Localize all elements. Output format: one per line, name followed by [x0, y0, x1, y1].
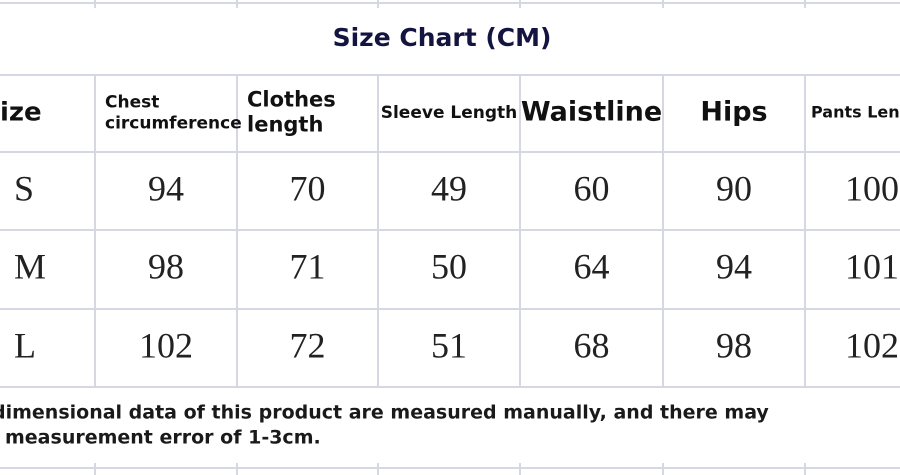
table-cell: 98 — [148, 246, 184, 286]
title: Size Chart (CM) — [333, 23, 552, 52]
table-cell: M — [14, 246, 46, 286]
table-cell: L — [14, 325, 36, 365]
header-cell: circumference — [105, 114, 242, 134]
header-cell: Waistline — [521, 97, 662, 128]
table-cell: 101 — [845, 246, 899, 286]
table-cell: 64 — [574, 246, 610, 286]
header-cell: Chest — [105, 93, 159, 113]
table-cell: 90 — [716, 168, 752, 208]
header-cell: Sleeve Length — [381, 103, 518, 123]
table-cell: 100 — [845, 168, 899, 208]
header-cell: Pants Leng — [811, 103, 900, 122]
table-cell: 98 — [716, 325, 752, 365]
table-cell: 72 — [290, 325, 326, 365]
table-cell: 50 — [431, 246, 467, 286]
table-cell: 51 — [431, 325, 467, 365]
table-cell: 94 — [148, 168, 184, 208]
table-cell: 70 — [290, 168, 326, 208]
note-line: dimensional data of this product are mea… — [0, 402, 769, 424]
header-cell: Clothes — [247, 88, 336, 112]
table-cell: 94 — [716, 246, 752, 286]
header-cell: length — [247, 113, 323, 137]
note-line: measurement error of 1-3cm. — [5, 427, 321, 449]
table-cell: 49 — [431, 168, 467, 208]
table-cell: S — [14, 168, 34, 208]
table-cell: 68 — [574, 325, 610, 365]
header-cell: Hips — [700, 97, 767, 128]
table-cell: 102 — [845, 325, 899, 365]
table-cell: 71 — [290, 246, 326, 286]
header-cell: ize — [0, 98, 42, 128]
table-cell: 60 — [574, 168, 610, 208]
table-cell: 102 — [139, 325, 193, 365]
